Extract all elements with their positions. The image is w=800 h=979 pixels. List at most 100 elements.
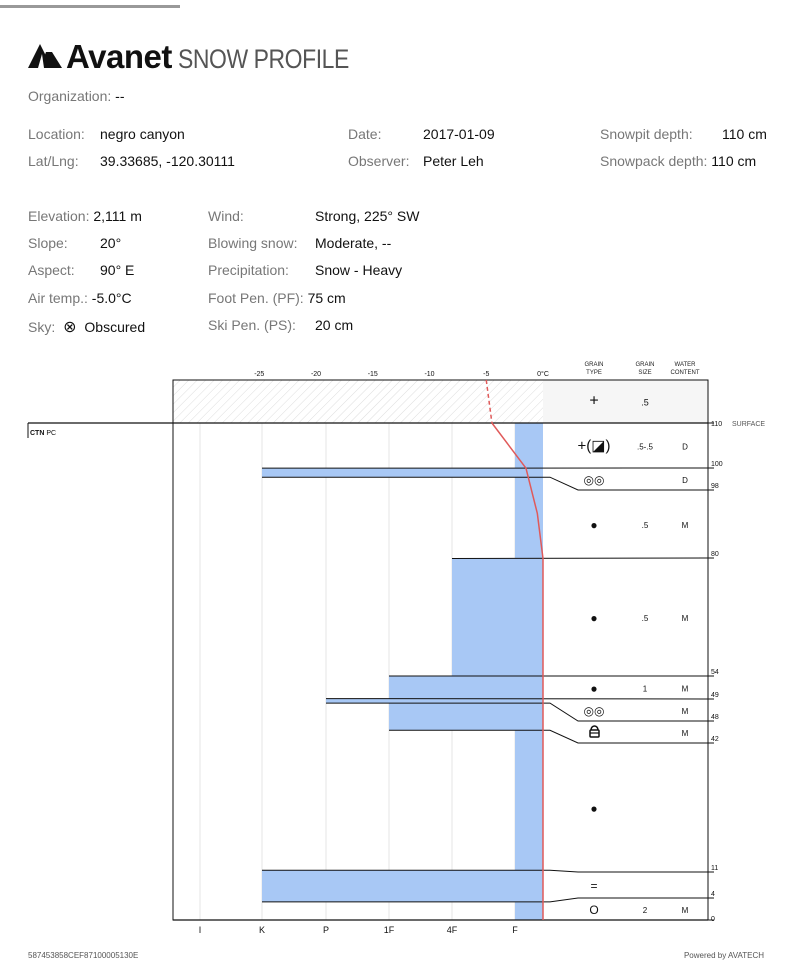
hardness-bar — [452, 558, 543, 677]
snowpack-depth-value: 110 cm — [711, 153, 757, 169]
grain-size: .5-.5 — [637, 443, 654, 452]
layer-boundary — [262, 476, 708, 491]
column-header-grain-type: TYPE — [586, 370, 602, 376]
height-label: 48 — [711, 714, 719, 721]
layer-boundary — [326, 702, 708, 722]
hardness-tick-label: F — [512, 925, 518, 935]
snowpack-depth-label: Snowpack depth: — [600, 153, 708, 169]
location-label: Location: — [28, 126, 85, 142]
elevation-label: Elevation: — [28, 208, 90, 224]
height-label: 11 — [711, 865, 718, 872]
water-content: M — [682, 614, 689, 623]
grain-type: ● — [590, 518, 597, 532]
top-bar — [0, 5, 180, 8]
brand-name: Avanet — [66, 38, 172, 75]
layer-boundary — [389, 729, 708, 744]
logo: Avanet SNOW PROFILE — [28, 38, 379, 76]
grain-type: ● — [590, 682, 597, 696]
hardness-bar — [389, 676, 543, 699]
ski-pen-label: Ski Pen. (PS): — [208, 317, 296, 333]
grain-size: 1 — [643, 685, 648, 694]
temp-tick-label: 0°C — [537, 370, 549, 378]
column-header-water-content: WATER — [675, 362, 697, 368]
hardness-bar — [515, 423, 543, 469]
grain-type: O — [589, 903, 598, 917]
height-label: 80 — [711, 551, 719, 558]
water-content: M — [682, 521, 689, 530]
lock-grain-icon-top — [590, 725, 599, 731]
sky-label: Sky: — [28, 319, 56, 335]
grain-type: ◎◎ — [584, 704, 605, 718]
hardness-tick-label: 4F — [447, 925, 458, 935]
hardness-bar — [326, 698, 543, 704]
height-label: 4 — [711, 891, 715, 898]
blowing-snow-value: Moderate, -- — [315, 235, 392, 251]
grain-type: ◎◎ — [584, 473, 605, 487]
powered-by: Powered by AVATECH — [683, 951, 764, 960]
hardness-bar — [262, 468, 543, 478]
grain-size: .5 — [642, 614, 649, 623]
height-label: 110 — [711, 421, 722, 428]
chart-frame — [172, 379, 709, 921]
blowing-snow-label: Blowing snow: — [208, 235, 298, 251]
profile-id: 587453858CEF87100005130E — [28, 951, 139, 960]
grain-type: ● — [590, 611, 597, 625]
hardness-bar — [389, 703, 543, 731]
grain-type-surface: + — [589, 393, 598, 410]
air-temp-label: Air temp.: — [28, 290, 88, 306]
height-label: 49 — [711, 692, 719, 699]
mountain-logo-icon — [28, 44, 62, 68]
location-value: negro canyon — [100, 126, 185, 142]
latlng-label: Lat/Lng: — [28, 153, 79, 169]
precipitation-value: Snow - Heavy — [315, 262, 403, 278]
page-title: SNOW PROFILE — [177, 44, 349, 74]
slope-label: Slope: — [28, 235, 68, 251]
air-temp-value: -5.0°C — [91, 290, 132, 306]
layer-boundary — [262, 897, 708, 903]
grain-type: = — [590, 879, 597, 893]
water-content: M — [682, 906, 689, 915]
temp-tick-label: -20 — [311, 371, 321, 378]
circle-x-icon: ⊗ — [63, 319, 77, 336]
water-content: M — [682, 707, 689, 716]
hardness-bar — [262, 870, 543, 902]
height-label: 98 — [711, 483, 719, 490]
temp-tick-label: -25 — [254, 371, 264, 378]
water-content: M — [682, 729, 689, 738]
sky-value: Obscured — [84, 319, 146, 335]
wind-label: Wind: — [208, 208, 244, 224]
layer-boundary — [262, 869, 708, 873]
hardness-bar — [515, 901, 543, 920]
grain-size-surface: .5 — [641, 398, 649, 408]
column-header-grain-size: SIZE — [638, 370, 651, 376]
latlng-value: 39.33685, -120.30111 — [100, 153, 235, 169]
column-header-grain-type: GRAIN — [584, 362, 603, 368]
hardness-tick-label: P — [323, 925, 329, 935]
temp-tick-label: -15 — [368, 371, 378, 378]
date-value: 2017-01-09 — [423, 126, 495, 142]
elevation-value: 2,111 m — [93, 208, 142, 224]
stability-test-label: CTN PC — [30, 430, 56, 437]
temperature-profile-line — [491, 422, 544, 920]
foot-pen-value: 75 cm — [307, 290, 346, 306]
temp-tick-label: -5 — [483, 371, 489, 378]
air-hatch — [173, 380, 543, 423]
observer-value: Peter Leh — [423, 153, 484, 169]
water-content: D — [682, 443, 688, 452]
foot-pen-label: Foot Pen. (PF): — [208, 290, 304, 306]
aspect-value: 90° E — [100, 262, 135, 278]
surface-grain-bg — [543, 380, 708, 423]
height-label: 100 — [711, 461, 723, 468]
surface-label: SURFACE — [732, 421, 765, 428]
hardness-tick-label: K — [259, 925, 265, 935]
ski-pen-value: 20 cm — [315, 317, 354, 333]
hardness-tick-label: 1F — [384, 925, 395, 935]
organization-label: Organization: — [28, 88, 112, 104]
height-label: 42 — [711, 736, 719, 743]
grain-type: ● — [590, 802, 597, 816]
hardness-tick-label: I — [199, 925, 202, 935]
aspect-label: Aspect: — [28, 262, 75, 278]
layer-boundary — [451, 557, 709, 560]
organization-value: -- — [115, 88, 125, 104]
